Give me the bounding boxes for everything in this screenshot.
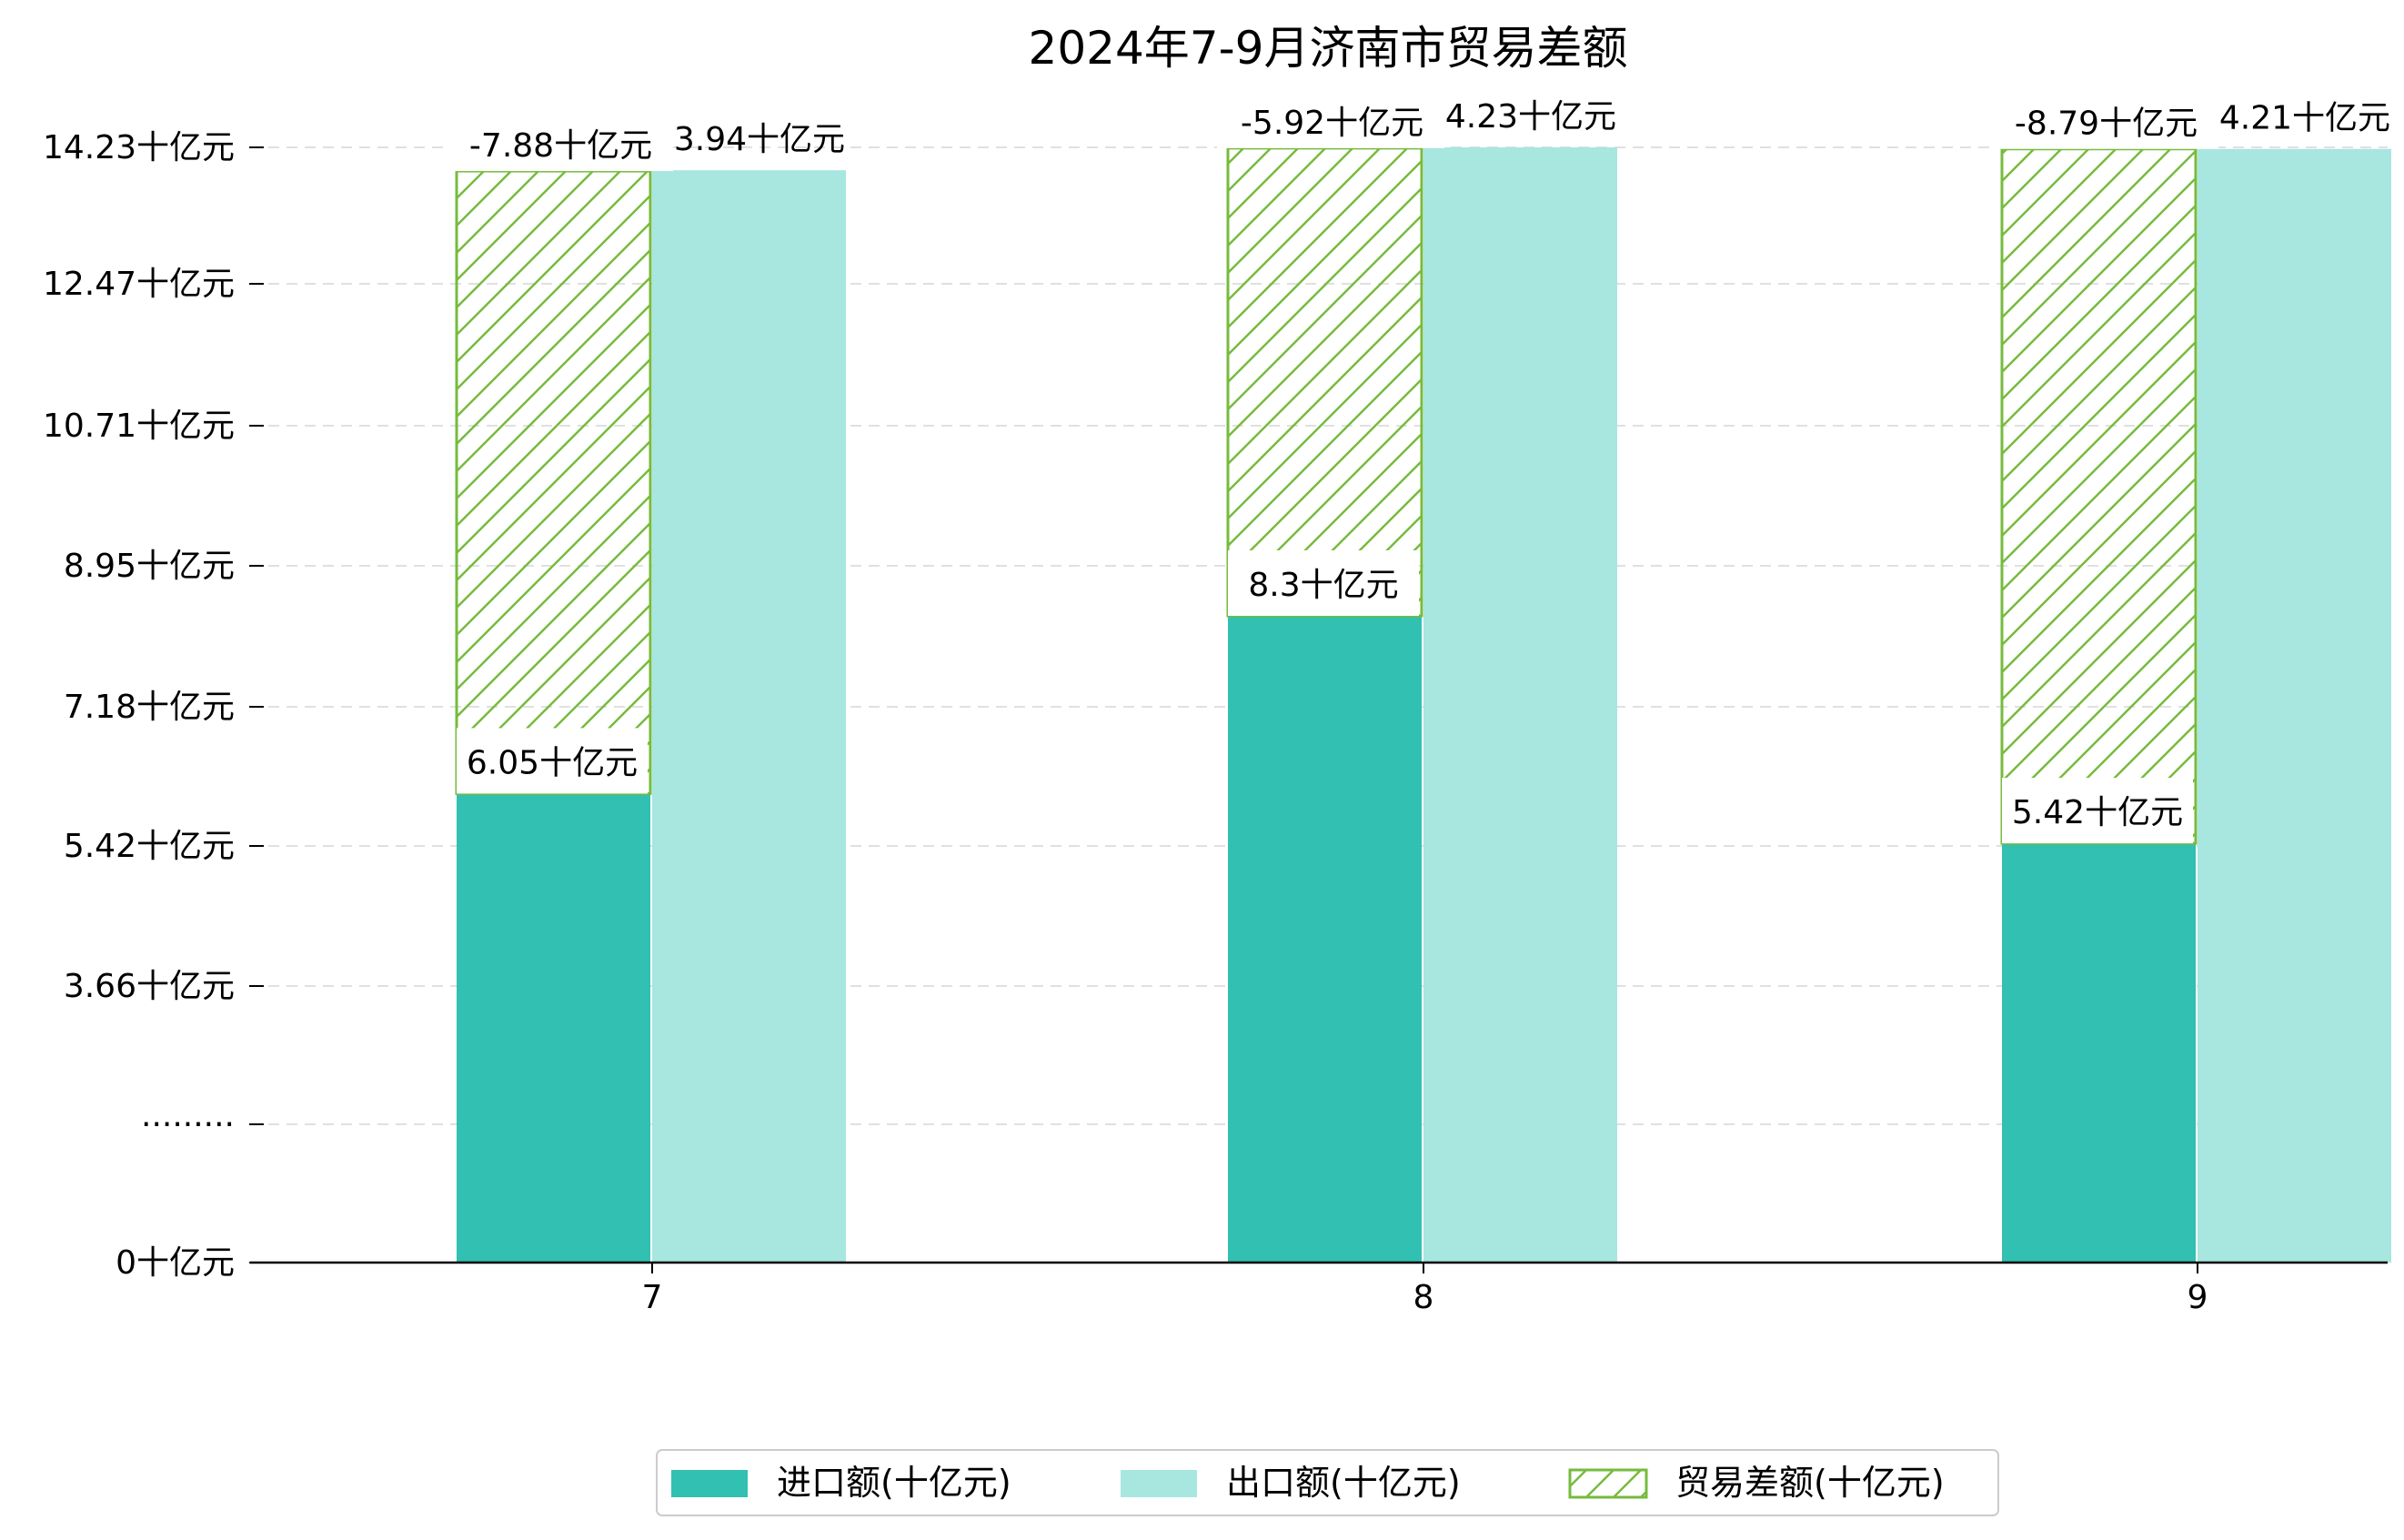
import-label-group: 5.42十亿元	[2002, 778, 2193, 844]
chart-title: 2024年7-9月济南市贸易差额	[1029, 22, 1628, 75]
export-bar	[1423, 147, 1617, 1263]
y-tick-label: 5.42十亿元	[64, 828, 235, 865]
trade-balance-label-group: -5.92十亿元	[1217, 95, 1444, 148]
legend-label: 进口额(十亿元)	[777, 1463, 1011, 1503]
trade-balance-label-bg	[1991, 96, 2218, 149]
trade-balance-label-group: -7.88十亿元	[446, 118, 673, 172]
trade-balance-label-group: -8.79十亿元	[1991, 96, 2218, 149]
trade-balance-value-label: -8.79十亿元	[2015, 106, 2198, 143]
export-bar	[2198, 148, 2391, 1263]
legend-label: 出口额(十亿元)	[1226, 1463, 1461, 1503]
export-value-label: 14.23十亿元	[1424, 98, 1616, 136]
x-tick-label: 8	[1413, 1279, 1434, 1316]
y-tick-label: 8.95十亿元	[64, 548, 235, 585]
axes: 0十亿元 ········· 3.66十亿元 5.42十亿元 7.18十亿元 8.95十亿…	[43, 129, 2388, 1316]
trade-balance-label-bg	[1217, 95, 1444, 148]
y-tick-label: 7.18十亿元	[64, 689, 235, 726]
x-tick-label: 7	[642, 1279, 663, 1316]
import-bar	[2002, 843, 2196, 1263]
trade-balance-bar	[455, 169, 652, 795]
trade-balance-value-label: -7.88十亿元	[469, 127, 652, 165]
legend-frame	[656, 1449, 1999, 1516]
import-value-label: 6.05十亿元	[467, 744, 638, 781]
legend-swatch	[671, 1470, 748, 1497]
data-labels: 13.94十亿元-7.88十亿元 6.05十亿元 14.23十亿元-5.92十亿元 8…	[446, 95, 2390, 844]
y-tick-label: ·········	[141, 1106, 235, 1143]
trade-balance-bar	[2000, 147, 2198, 845]
import-value-label: 8.3十亿元	[1248, 567, 1398, 604]
y-tick-label: 10.71十亿元	[43, 408, 235, 445]
trade-balance-bar	[1226, 146, 1423, 618]
import-label-bg	[2002, 778, 2193, 844]
bars	[455, 146, 2391, 1263]
trade-balance-label-bg	[446, 118, 673, 172]
legend-swatch	[1568, 1468, 1648, 1499]
import-label-bg	[457, 728, 648, 794]
y-tick-label: 14.23十亿元	[43, 129, 235, 166]
legend-swatch	[1121, 1470, 1197, 1497]
import-bar	[457, 793, 650, 1263]
export-bar	[652, 170, 846, 1263]
import-label-group: 6.05十亿元	[457, 728, 648, 794]
trade-balance-value-label: -5.92十亿元	[1241, 105, 1423, 142]
y-tick-label: 0十亿元	[116, 1244, 235, 1282]
import-bar	[1228, 616, 1422, 1263]
y-tick-label: 12.47十亿元	[43, 266, 235, 303]
legend-label: 贸易差额(十亿元)	[1675, 1463, 1945, 1503]
legend: 进口额(十亿元) 出口额(十亿元) 贸易差额(十亿元)	[656, 1449, 1999, 1516]
export-value-label: 13.94十亿元	[653, 121, 845, 158]
import-label-bg	[1228, 550, 1419, 617]
import-value-label: 5.42十亿元	[2012, 794, 2183, 831]
import-label-group: 8.3十亿元	[1228, 550, 1419, 617]
y-tick-label: 3.66十亿元	[64, 968, 235, 1005]
export-value-label: 14.21十亿元	[2198, 100, 2390, 137]
x-tick-label: 9	[2188, 1279, 2208, 1316]
